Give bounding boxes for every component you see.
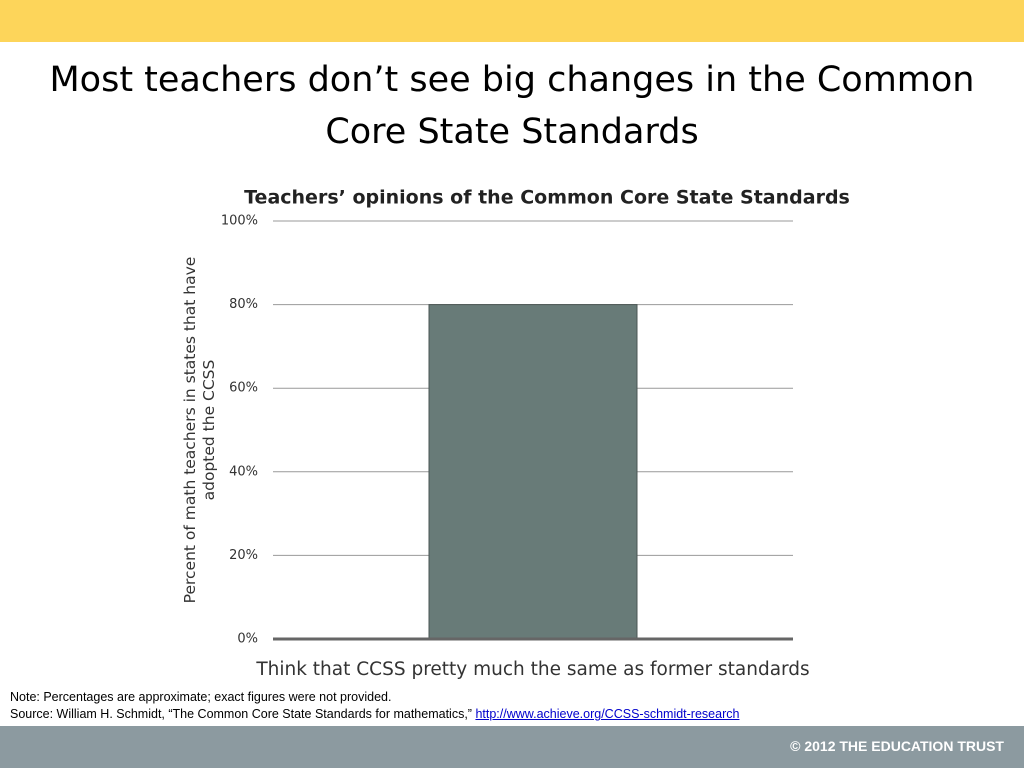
y-tick-label: 0% bbox=[237, 632, 258, 647]
chart-title: Teachers’ opinions of the Common Core St… bbox=[244, 187, 850, 209]
y-tick-label: 60% bbox=[229, 381, 258, 396]
notes: Note: Percentages are approximate; exact… bbox=[10, 689, 739, 723]
y-tick-label: 80% bbox=[229, 297, 258, 312]
y-tick-label: 100% bbox=[221, 214, 258, 229]
x-tick-label: Think that CCSS pretty much the same as … bbox=[255, 659, 809, 680]
y-axis-label: Percent of math teachers in states that … bbox=[181, 256, 218, 604]
chart: Teachers’ opinions of the Common Core St… bbox=[221, 187, 850, 681]
note: Note: Percentages are approximate; exact… bbox=[10, 690, 392, 704]
footer-text: © 2012 THE EDUCATION TRUST bbox=[790, 738, 1004, 754]
y-tick-label: 40% bbox=[229, 464, 258, 479]
source: Source: William H. Schmidt, “The Common … bbox=[10, 706, 739, 723]
top-band bbox=[0, 0, 1024, 42]
footer: © 2012 THE EDUCATION TRUST bbox=[0, 726, 1024, 768]
y-tick-label: 20% bbox=[229, 548, 258, 563]
bar bbox=[428, 304, 638, 640]
source-text: Source: William H. Schmidt, “The Common … bbox=[10, 707, 472, 721]
slide-title: Most teachers don’t see big changes in t… bbox=[49, 60, 975, 152]
source-link[interactable]: http://www.achieve.org/CCSS-schmidt-rese… bbox=[475, 707, 740, 721]
